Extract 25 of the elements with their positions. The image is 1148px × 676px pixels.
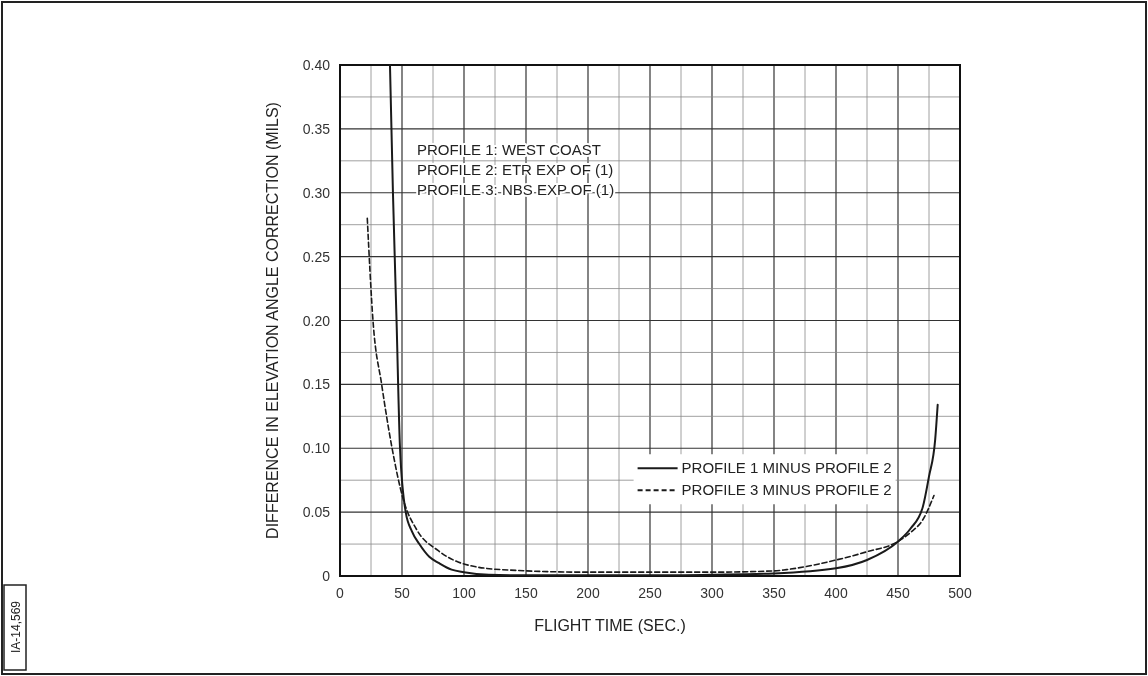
- y-tick-label: 0.10: [302, 440, 331, 457]
- y-tick-label: 0.30: [302, 184, 331, 201]
- legend-label: PROFILE 1 MINUS PROFILE 2: [681, 459, 892, 477]
- x-axis-title: FLIGHT TIME (SEC.): [534, 617, 686, 634]
- x-tick-label: 400: [824, 585, 848, 601]
- y-tick-label: 0.20: [302, 312, 331, 329]
- x-tick-label: 50: [394, 585, 410, 601]
- y-tick-label: 0.25: [302, 248, 331, 265]
- x-tick-label: 350: [762, 585, 786, 601]
- x-tick-label: 500: [948, 585, 972, 601]
- x-tick-label: 0: [336, 585, 345, 601]
- y-tick-label: 0: [322, 568, 331, 584]
- legend-label: PROFILE 3 MINUS PROFILE 2: [681, 481, 892, 499]
- y-tick-label: 0.35: [302, 120, 331, 137]
- x-tick-label: 100: [452, 585, 476, 601]
- x-tick-label: 150: [514, 585, 538, 601]
- x-tick-label: 300: [700, 585, 724, 601]
- x-tick-label: 200: [576, 585, 600, 601]
- y-tick-label: 0.15: [302, 376, 331, 393]
- x-tick-label: 250: [638, 585, 662, 601]
- y-tick-label: 0.05: [302, 504, 331, 521]
- y-tick-label: 0.40: [302, 57, 331, 73]
- x-tick-label: 450: [886, 585, 910, 601]
- text: IA-14,569: [9, 600, 23, 654]
- y-axis-title: DIFFERENCE IN ELEVATION ANGLE CORRECTION (MILS): [264, 102, 281, 539]
